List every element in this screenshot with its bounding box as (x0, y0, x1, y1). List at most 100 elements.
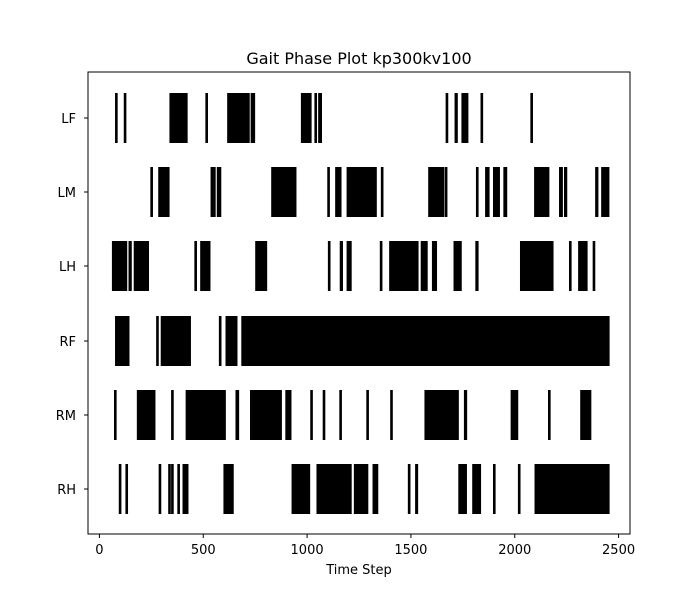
bars-layer (111, 93, 610, 514)
phase-bar-lh-138 (476, 241, 479, 291)
phase-bar-lm-160 (565, 167, 568, 217)
phase-bar-rh-238 (607, 464, 610, 514)
x-tick-label-1000: 1000 (291, 543, 324, 558)
y-axis: LF LM LH RF RM RH (56, 112, 88, 498)
x-tick-label-2500: 2500 (602, 543, 635, 558)
phase-bar-lh-194 (593, 241, 596, 291)
phase-bar-lh-179 (569, 241, 572, 291)
phase-bar-lm-11 (165, 167, 168, 217)
phase-bar-rm-22 (153, 390, 156, 440)
phase-bar-lh-64 (328, 241, 331, 291)
phase-bar-lf-90 (466, 93, 469, 143)
phase-bar-rh-121 (408, 464, 411, 514)
phase-bar-lm-61 (339, 167, 342, 217)
phase-bar-rh-9 (171, 464, 174, 514)
phase-bar-rh-149 (518, 464, 521, 514)
phase-bar-lf-3 (124, 93, 127, 143)
phase-bar-lf-72 (309, 93, 312, 143)
phase-bar-rm-111 (279, 390, 282, 440)
phase-bar-lh-124 (435, 241, 438, 291)
phase-bar-rf-54 (219, 316, 222, 366)
phase-bar-lh-67 (340, 241, 343, 291)
y-tick-label-lf: LF (61, 112, 76, 127)
phase-bar-lh-118 (425, 241, 428, 291)
phase-bar-lh-36 (147, 241, 150, 291)
phase-bar-rh-18 (186, 464, 189, 514)
phase-bar-rh-1 (119, 464, 122, 514)
y-tick-label-lh: LH (59, 260, 76, 275)
phase-bar-lf-1 (115, 93, 118, 143)
phase-bar-rh-11 (177, 464, 180, 514)
phase-bar-rm-1 (114, 390, 117, 440)
phase-bar-lf-57 (253, 93, 256, 143)
x-axis-label: Time Step (325, 563, 392, 578)
phase-bar-rm-117 (289, 390, 292, 440)
phase-bar-lm-163 (596, 167, 599, 217)
phase-bar-rm-127 (390, 390, 393, 440)
x-tick-label-0: 0 (95, 543, 103, 558)
phase-bar-lm-98 (381, 167, 384, 217)
x-tick-label-500: 500 (191, 543, 216, 558)
phase-bar-lh-135 (459, 241, 462, 291)
phase-bar-rm-121 (323, 390, 326, 440)
phase-bar-lh-75 (380, 241, 383, 291)
x-tick-label-2000: 2000 (498, 543, 531, 558)
phase-bar-lm-116 (442, 167, 445, 217)
phase-bar-lh-38 (194, 241, 197, 291)
phase-bar-rh-29 (231, 464, 234, 514)
y-tick-label-lm: LM (58, 186, 76, 201)
phase-bar-lh-62 (265, 241, 268, 291)
phase-bar-lm-174 (607, 167, 610, 217)
phase-bar-rf-52 (188, 316, 191, 366)
y-tick-label-rm: RM (56, 409, 76, 424)
phase-bar-rm-123 (339, 390, 342, 440)
phase-bar-rh-119 (376, 464, 379, 514)
phase-bar-rh-133 (464, 464, 467, 514)
phase-bar-rm-125 (366, 390, 369, 440)
phase-bar-lm-132 (497, 167, 500, 217)
phase-bar-lf-52 (247, 93, 250, 143)
phase-bar-rm-24 (171, 390, 174, 440)
phase-bar-lm-96 (374, 167, 377, 217)
phase-bar-rh-145 (479, 464, 482, 514)
phase-bar-lm-51 (294, 167, 297, 217)
phase-bar-rm-180 (516, 390, 519, 440)
phase-bar-lm-118 (445, 167, 448, 217)
phase-bar-rm-71 (223, 390, 226, 440)
phase-bar-lh-109 (416, 241, 419, 291)
phase-bar-rh-5 (159, 464, 162, 514)
phase-bar-lh-192 (585, 241, 588, 291)
phase-bar-rh-3 (126, 464, 129, 514)
phase-bar-rh-91 (349, 464, 352, 514)
phase-bar-lh-19 (129, 241, 132, 291)
phase-bar-rf-15 (127, 316, 130, 366)
phase-bar-lf-26 (205, 93, 208, 143)
y-tick-label-rh: RH (57, 483, 76, 498)
phase-bar-rh-7 (168, 464, 171, 514)
phase-bar-lh-49 (208, 241, 211, 291)
phase-bar-rm-167 (456, 390, 459, 440)
phase-bar-lm-136 (505, 167, 508, 217)
phase-bar-lh-16 (125, 241, 128, 291)
phase-bar-lm-17 (213, 167, 216, 217)
phase-bar-rh-50 (308, 464, 311, 514)
phase-bar-lm-13 (167, 167, 170, 217)
phase-bar-lm-15 (211, 167, 214, 217)
phase-bar-rf-67 (235, 316, 238, 366)
phase-bar-rf-17 (156, 316, 159, 366)
phase-bar-lh-73 (349, 241, 352, 291)
plot-frame (87, 71, 631, 535)
phase-bar-rm-119 (310, 390, 313, 440)
phase-bar-lm-125 (487, 167, 490, 217)
phase-bar-rm-74 (237, 390, 240, 440)
phase-bar-rm-170 (465, 390, 468, 440)
phase-bar-lf-80 (446, 93, 449, 143)
phase-bar-lf-92 (481, 93, 484, 143)
phase-bar-rm-182 (548, 390, 551, 440)
x-tick-label-1500: 1500 (394, 543, 427, 558)
phase-bar-lm-22 (219, 167, 222, 217)
phase-bar-lm-153 (547, 167, 550, 217)
phase-bar-rh-124 (416, 464, 419, 514)
phase-bar-lm-120 (476, 167, 479, 217)
